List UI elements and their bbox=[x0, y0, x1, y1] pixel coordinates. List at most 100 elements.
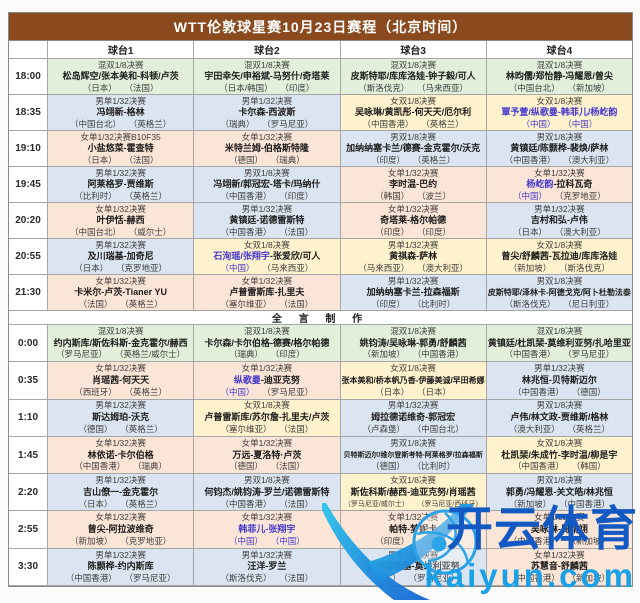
country-label: （塞尔维亚） bbox=[220, 298, 272, 309]
column-header-table1: 球台1 bbox=[47, 41, 194, 59]
match-cell: 男双1/8决赛 何钧杰/姚钧涛-罗兰/诺德雷斯特 （中国香港） （法国） bbox=[193, 474, 340, 512]
match-countries: （波兰） （罗马尼亚） bbox=[342, 573, 485, 584]
match-cell: 男单1/32决赛 汪洋-罗兰 （斯洛伐克） （法国） bbox=[193, 548, 340, 587]
match-type: 混双1/8决赛 bbox=[243, 59, 290, 70]
schedule-row: 0:00 混双1/8决赛 约内斯库/斯佐科斯-金克霍尔/赫西 （罗马尼亚） （英格兰/威… bbox=[9, 325, 632, 363]
match-cell: 女单1/32决赛 李时温-巴约 （韩国） （波兰） bbox=[339, 167, 486, 203]
evening-session-rows: 18:00 混双1/8决赛 松岛辉空/张本美和-科顿/卢茨 （日本） （法国） 混双1/8… bbox=[9, 59, 632, 311]
time-cell: 20:55 bbox=[9, 239, 47, 275]
country-label: （法国） bbox=[275, 461, 305, 472]
player-names: 黄镇廷-诺德雷斯特 bbox=[229, 215, 305, 225]
country-label: （中国香港） bbox=[504, 349, 556, 360]
match-type: 女单1/32决赛 bbox=[387, 167, 439, 178]
match-type: 女单1/32决赛 bbox=[241, 131, 293, 142]
country-label: （中国香港） bbox=[74, 461, 126, 472]
match-players: 松岛辉空/张本美和-科顿/卢茨 bbox=[49, 71, 192, 82]
player-link[interactable]: （中国） bbox=[567, 118, 598, 129]
player-names: 斯佐科斯/赫西-迪亚克努/肖瑶茜 bbox=[350, 486, 476, 497]
match-players: 万远-夏洛特·卢茨 bbox=[195, 450, 338, 461]
player-names: 卢伟/林文政-贾维斯/格林 bbox=[510, 412, 609, 423]
player-link[interactable]: （中国） bbox=[220, 386, 255, 397]
match-countries: （中国香港） （韩国） bbox=[488, 461, 631, 472]
match-type: 男双1/8决赛 bbox=[536, 400, 583, 411]
schedule-row: 20:55 男单1/32决赛 及川瑞基-加奇尼 （日本） （克罗地亚） 女双1/8决赛 石洵… bbox=[9, 239, 632, 275]
country-label: （斯洛伐克） bbox=[358, 82, 410, 93]
country-label: （日本） bbox=[74, 262, 109, 273]
player-link[interactable]: 石洵瑶/张翔宇 bbox=[213, 251, 270, 261]
country-label: （中国香港） bbox=[512, 461, 564, 472]
match-countries: （印度） （英格兰） bbox=[342, 155, 485, 166]
match-countries: （中国香港） （澳大利亚） bbox=[488, 155, 631, 166]
match-type: 男双1/8决赛 bbox=[536, 475, 583, 485]
match-type: 女单1/32决赛 bbox=[95, 275, 146, 286]
schedule-row: 0:35 女单1/32决赛 肖瑶茜-何天天 （西班牙） （英格兰） 女单1/32决赛 纵歌曼… bbox=[9, 362, 632, 400]
country-label: （澳大利亚） bbox=[559, 226, 606, 237]
country-label: （中国香港） bbox=[417, 349, 464, 360]
player-link[interactable]: 纵歌曼 bbox=[233, 374, 261, 385]
country-label: （德国） bbox=[228, 154, 263, 165]
country-label: （英格兰） bbox=[571, 424, 611, 435]
country-label: （日本） bbox=[421, 386, 452, 397]
player-names: 杜凯琹/朱成竹-李时温/柳是宇 bbox=[501, 449, 618, 460]
player-link[interactable]: 韩菲儿-张翔宇 bbox=[238, 524, 296, 535]
page-title: WTT伦敦球星赛10月23日赛程（北京时间） bbox=[9, 13, 632, 41]
player-names: 宇田幸矢/申裕斌-马努什/奇塔莱 bbox=[204, 71, 330, 81]
match-countries: （瑞典） （印度） bbox=[195, 349, 338, 360]
country-label: （新加坡） bbox=[362, 349, 405, 360]
match-players: 黄镇廷/陈颢桦-裴焕/萨林 bbox=[488, 143, 631, 154]
country-label: （中国香港） bbox=[65, 573, 117, 584]
player-names: 吴咏琳-周靖翊 bbox=[530, 524, 588, 535]
player-names: 吉山僚一-金克霍尔 bbox=[83, 486, 159, 497]
country-label: （中国香港） bbox=[220, 190, 272, 201]
match-countries: （中国香港） （印度） bbox=[195, 191, 338, 202]
player-link[interactable]: （中国） bbox=[512, 190, 547, 201]
match-cell: 女单1/32决赛 吴咏琳-周靖翊 （中国香港） （新加坡） bbox=[485, 511, 632, 549]
match-players: 汪洋-罗兰 bbox=[195, 561, 338, 572]
player-names: 米特兰姆-伯格斯特隆 bbox=[224, 143, 309, 153]
match-countries: （中国） （克罗地亚） bbox=[488, 191, 631, 202]
country-label: （印度） bbox=[275, 349, 305, 360]
country-label: （塞尔维亚） bbox=[220, 424, 272, 435]
match-countries: （德国） （瑞典） bbox=[195, 155, 338, 166]
country-label: （罗马尼亚） bbox=[567, 349, 615, 360]
country-label: （日本/韩国） bbox=[219, 82, 273, 93]
player-link[interactable]: （中国） bbox=[275, 535, 305, 546]
match-type: 女双1/8决赛 bbox=[390, 95, 437, 106]
match-cell: 男单1/32决赛 陈颢桦-约内斯库 （中国香港） （罗马尼亚） bbox=[47, 548, 194, 587]
player-names: 万远-夏洛特·卢茨 bbox=[232, 449, 302, 460]
player-link[interactable]: （中国） bbox=[228, 535, 263, 546]
match-players: 石洵瑶/张翔宇-张爱欣/可人 bbox=[195, 251, 338, 262]
country-label: （澳大利亚） bbox=[421, 262, 469, 273]
match-countries: （日本） （英格兰） bbox=[49, 499, 192, 510]
match-countries: （澳大利亚） （英格兰） bbox=[488, 424, 631, 435]
match-type: 男双1/8决赛 bbox=[536, 131, 583, 142]
country-label: （印度） bbox=[370, 154, 405, 165]
player-link[interactable]: （中国） bbox=[521, 118, 556, 129]
country-label: （英格兰） bbox=[133, 118, 172, 129]
country-label: （日本） bbox=[375, 386, 410, 397]
match-type: 男单1/32决赛 bbox=[387, 549, 439, 560]
match-type: 女单1/32决赛 bbox=[95, 437, 146, 448]
player-names: 卡尔森/卡尔伯格-德赛/格尔帕德 bbox=[204, 337, 330, 348]
player-link[interactable]: （中国） bbox=[220, 262, 255, 273]
time-cell: 18:35 bbox=[9, 95, 47, 131]
player-names: 阿莱格罗-贾维斯 bbox=[87, 179, 154, 189]
schedule-table: WTT伦敦球星赛10月23日赛程（北京时间） 球台1 球台2 球台3 球台4 1… bbox=[8, 12, 633, 588]
player-link[interactable]: 杨屹韵 bbox=[526, 179, 554, 189]
player-names: 卡尔森-西波斯 bbox=[238, 107, 296, 117]
country-label: （比利时） bbox=[417, 298, 456, 309]
player-names: 松岛辉空/张本美和-科顿/卢茨 bbox=[62, 71, 179, 81]
country-label: （中国香港） bbox=[220, 226, 272, 237]
match-countries: （印度） （波兰） bbox=[342, 536, 485, 547]
player-link[interactable]: 覃予萱/纵歌曼-韩菲儿/杨屹韵 bbox=[501, 107, 618, 117]
match-type: 男双1/8决赛 bbox=[243, 475, 290, 485]
schedule-row: 2:55 女单1/32决赛 曾尖-阿拉波维奇 （新加坡） （克罗地亚） 女单1/32决赛韩… bbox=[9, 511, 632, 549]
match-players: 苏慧音-舒麟茜 bbox=[488, 561, 631, 572]
match-cell: 女单1/32决赛 卡米尔-卢茨-Tianer YU （法国） （英格兰） bbox=[47, 275, 194, 311]
player-names: 张本美和/桥本帆乃香-伊藤美诚/早田希娜 bbox=[341, 375, 485, 385]
country-label: （新加坡） bbox=[571, 535, 611, 546]
match-cell: 混双1/8决赛 卡尔森/卡尔伯格-德赛/格尔帕德 （瑞典） （印度） bbox=[193, 325, 340, 363]
country-label: （中国台北） bbox=[69, 118, 121, 129]
country-label: （法国） bbox=[128, 82, 159, 93]
player-names: 皮斯特耶/泽林卡-阿德戈克/阿卜杜勒法泰 bbox=[487, 288, 631, 297]
